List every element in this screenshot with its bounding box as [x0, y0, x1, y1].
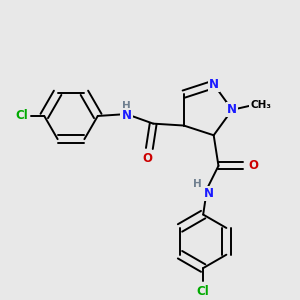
Text: H: H [122, 101, 131, 111]
Text: O: O [248, 159, 258, 172]
Text: Cl: Cl [15, 110, 28, 122]
Text: N: N [209, 78, 219, 91]
Text: Cl: Cl [197, 284, 210, 298]
Text: H: H [193, 179, 202, 189]
Text: CH₃: CH₃ [250, 100, 272, 110]
Text: N: N [204, 187, 214, 200]
Text: N: N [227, 103, 237, 116]
Text: N: N [122, 110, 131, 122]
Text: O: O [142, 152, 152, 164]
